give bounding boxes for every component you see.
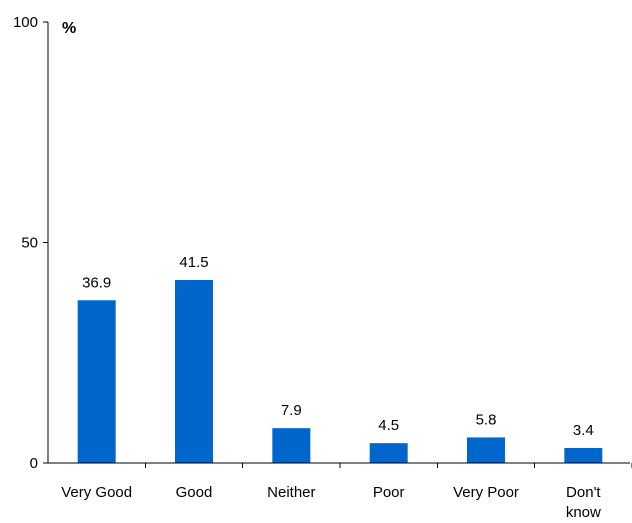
category-label: Very Good [61, 484, 132, 501]
category-label: Don't [566, 484, 601, 501]
bar [467, 437, 505, 463]
category-label: Very Poor [453, 484, 519, 501]
labels-layer: 36.9 Very Good 41.5 Good 7.9 Neither 4.5 Poor 5.… [61, 254, 601, 521]
y-tick-label: 50 [21, 235, 38, 252]
data-label: 3.4 [573, 422, 594, 439]
data-label: 4.5 [378, 417, 399, 434]
data-label: 36.9 [82, 274, 111, 291]
y-tick-label: 100 [13, 14, 38, 31]
category-label: know [566, 504, 601, 521]
category-label: Poor [373, 484, 405, 501]
bar [272, 428, 311, 463]
bar [77, 300, 116, 463]
bar [564, 448, 603, 463]
data-label: 5.8 [476, 411, 497, 428]
category-label: Good [176, 484, 213, 501]
ticks-layer: 0 50 100 [13, 14, 632, 472]
y-tick-label: 0 [30, 455, 38, 472]
y-unit-label: % [62, 20, 76, 37]
bar [175, 279, 213, 463]
bar [369, 443, 408, 463]
data-label: 7.9 [281, 402, 302, 419]
data-label: 41.5 [179, 254, 208, 271]
bars-layer [77, 279, 603, 463]
category-label: Neither [267, 484, 315, 501]
